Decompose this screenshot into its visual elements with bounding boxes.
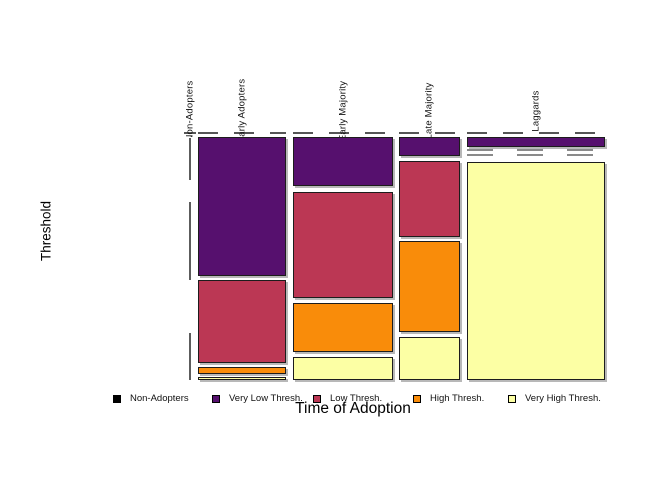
x-axis-title: Time of Adoption <box>295 400 411 417</box>
column-label-laggards: Laggards <box>530 90 542 132</box>
y-axis-title: Threshold <box>38 200 54 262</box>
legend-label-high-thresh: High Thresh. <box>430 393 485 404</box>
mosaic-cell-late-majority-very-low-thresh <box>399 137 460 156</box>
zero-cell-dashed-line-laggards <box>467 132 605 134</box>
legend-label-low-thresh: Low Thresh. <box>330 393 383 404</box>
mosaic-cell-early-majority-very-low-thresh <box>293 137 393 186</box>
legend-swatch-very-low-thresh <box>212 395 220 403</box>
legend-label-very-high-thresh: Very High Thresh. <box>525 393 601 404</box>
column-label-late-majority: Late Majority <box>423 82 435 137</box>
legend-label-non-adopters: Non-Adopters <box>130 393 189 404</box>
mosaic-cell-early-adopters-low-thresh <box>198 280 286 363</box>
legend-swatch-high-thresh <box>413 395 421 403</box>
zero-cell-dashed-line-late-majority <box>399 132 460 134</box>
column-labels-band: Non-Adopters Early Adopters Early Majority… <box>0 0 672 137</box>
legend-swatch-non-adopters <box>113 395 121 403</box>
mosaic-cell-early-adopters-very-high-thresh <box>198 377 286 380</box>
legend-label-very-low-thresh: Very Low Thresh. <box>229 393 303 404</box>
column-label-early-majority: Early Majority <box>337 80 349 137</box>
mosaic-cell-early-adopters-high-thresh <box>198 367 286 374</box>
mosaic-cell-early-majority-high-thresh <box>293 303 393 352</box>
mosaic-cell-late-majority-high-thresh <box>399 241 460 332</box>
zero-width-column-line-non-adopters <box>189 138 191 180</box>
zero-cell-dashed-line-laggards <box>467 154 605 156</box>
mosaic-cell-early-adopters-very-low-thresh <box>198 137 286 276</box>
column-label-non-adopters: Non-Adopters <box>184 80 196 137</box>
zero-width-column-line-non-adopters <box>189 333 191 380</box>
mosaic-cell-early-majority-low-thresh <box>293 192 393 298</box>
mosaic-cell-late-majority-low-thresh <box>399 161 460 237</box>
mosaic-cell-late-majority-very-high-thresh <box>399 337 460 380</box>
zero-cell-dashed-line-non-adopters <box>184 132 196 134</box>
zero-width-column-line-non-adopters <box>189 202 191 280</box>
column-label-early-adopters: Early Adopters <box>236 78 248 137</box>
zero-cell-dashed-line-laggards <box>467 149 605 151</box>
zero-cell-dashed-line-early-majority <box>293 132 393 134</box>
mosaic-cell-early-majority-very-high-thresh <box>293 357 393 380</box>
legend-swatch-low-thresh <box>313 395 321 403</box>
mosaic-cell-laggards-very-high-thresh <box>467 162 605 380</box>
mosaic-cell-laggards-very-low-thresh <box>467 137 605 147</box>
legend-swatch-very-high-thresh <box>508 395 516 403</box>
zero-cell-dashed-line-early-adopters <box>198 132 286 134</box>
